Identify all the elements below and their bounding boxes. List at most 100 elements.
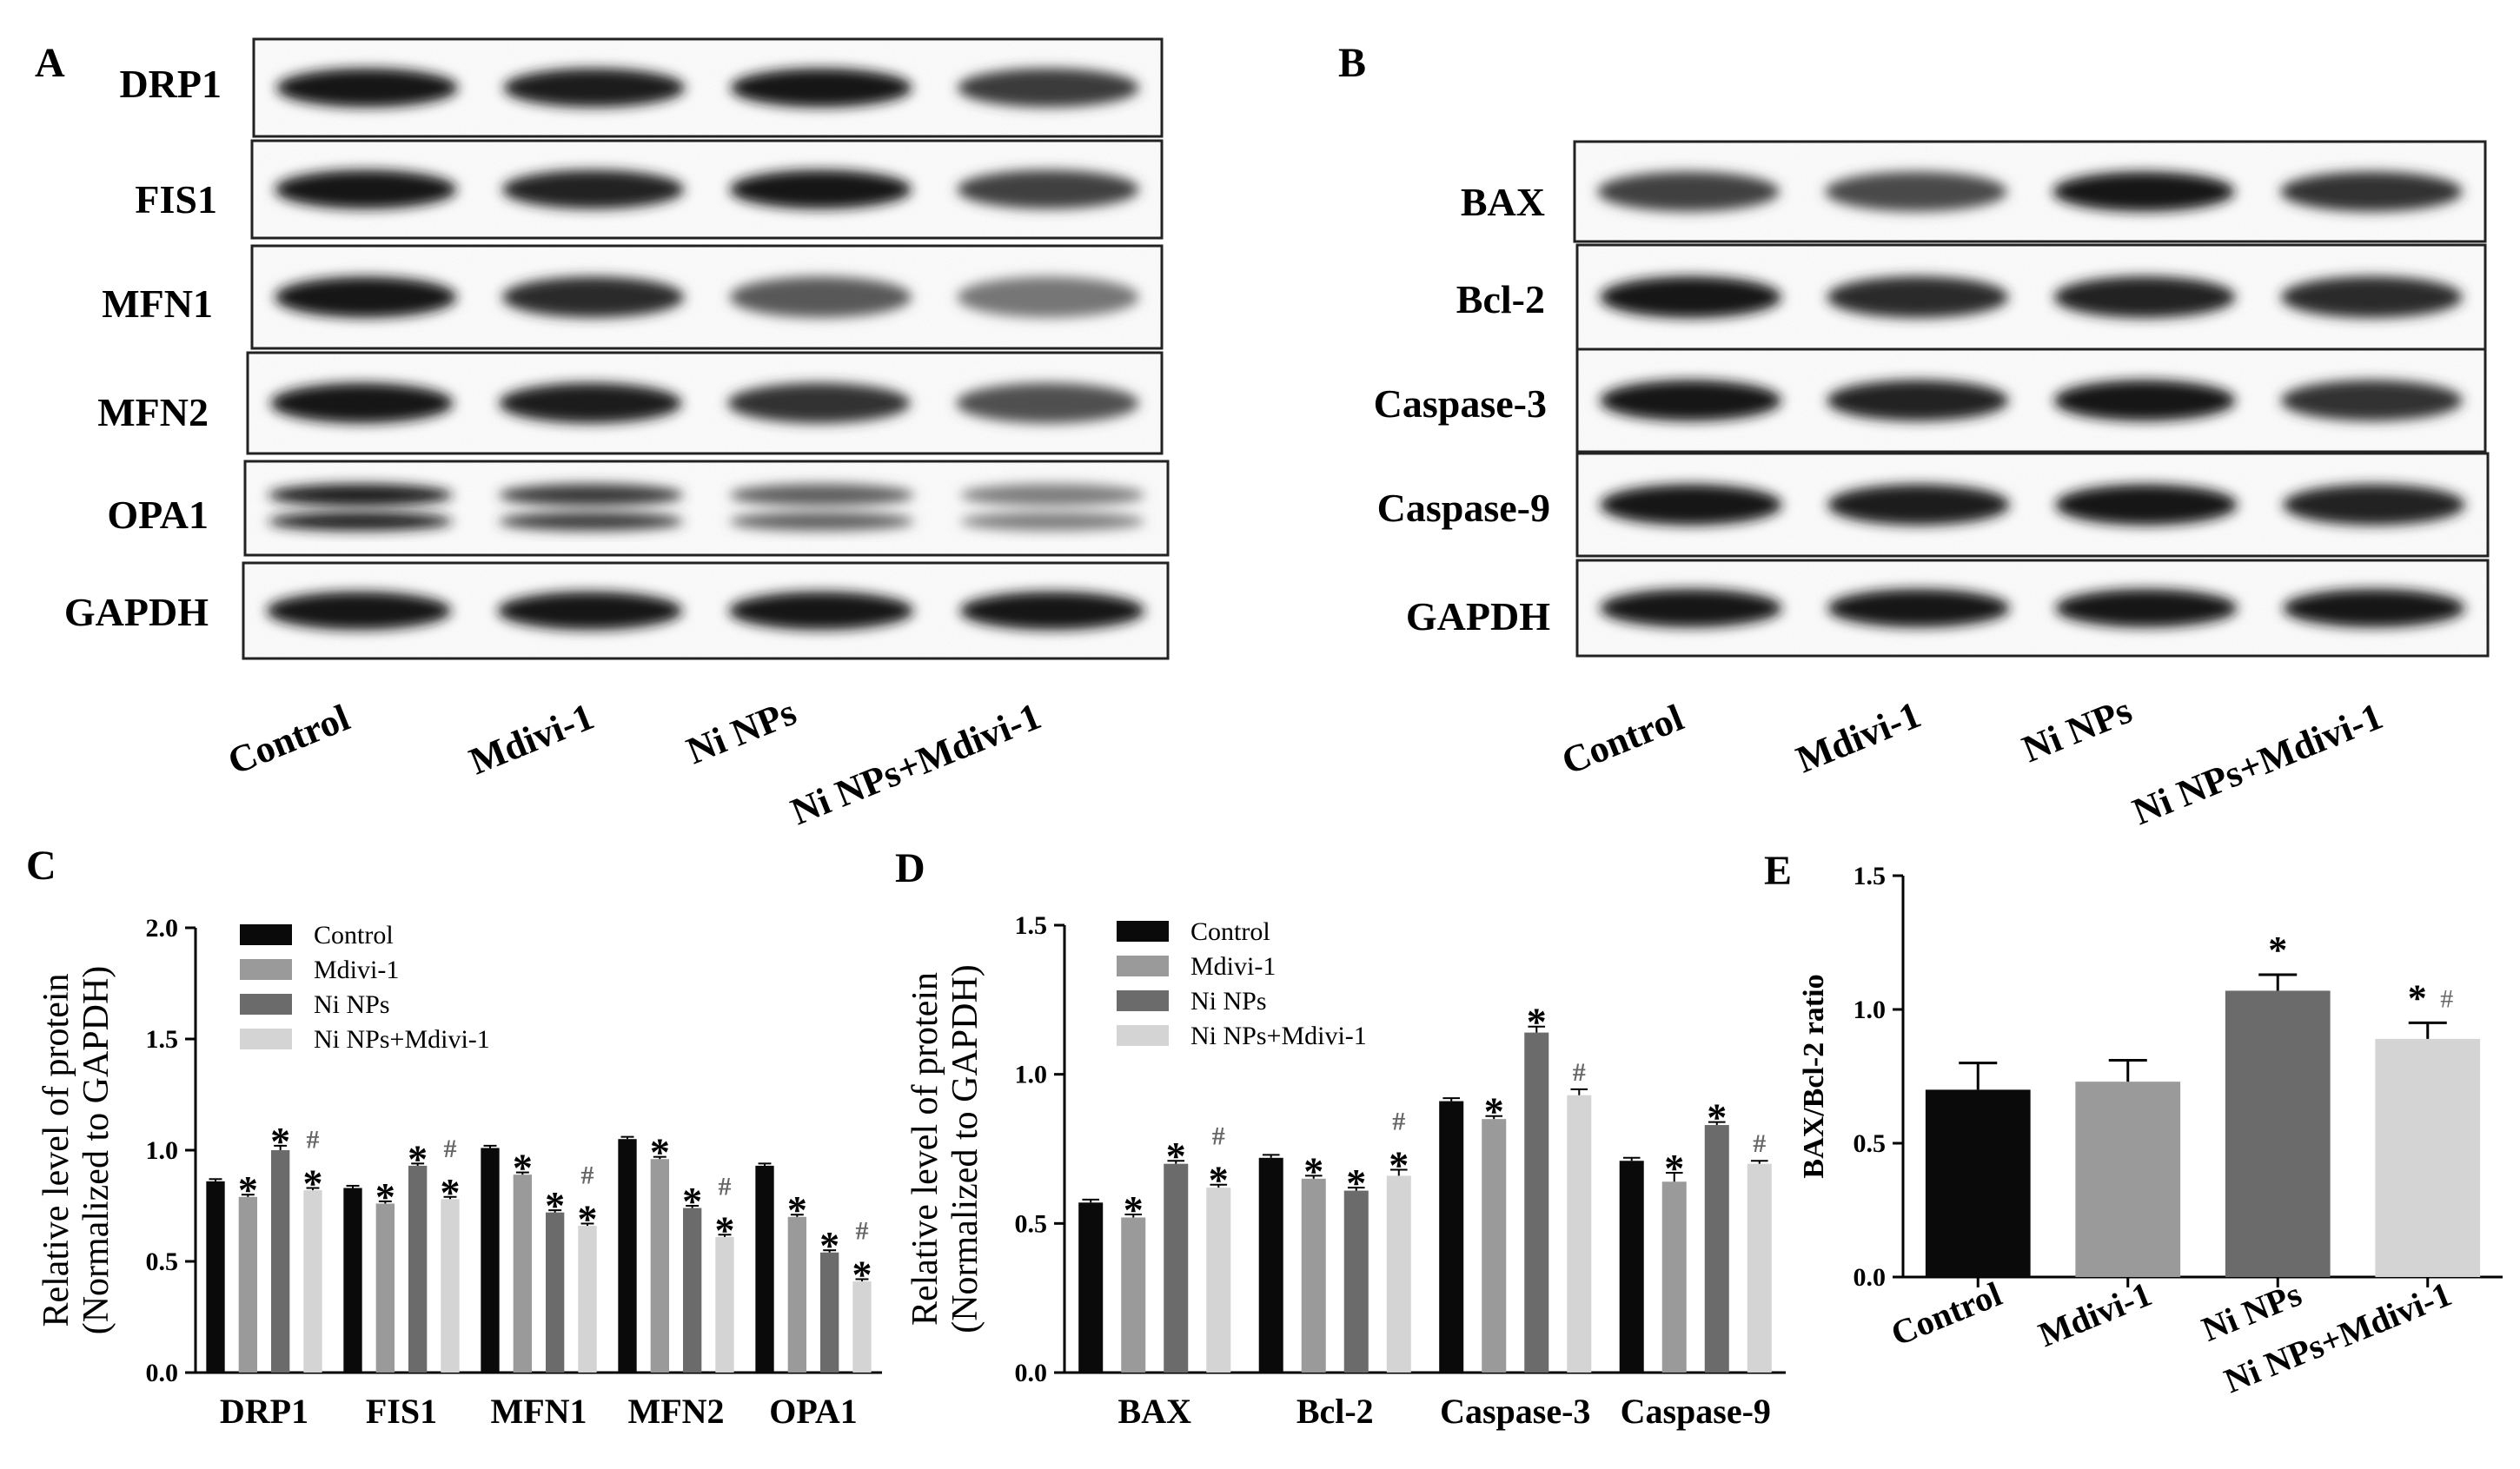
blot-band <box>2280 276 2463 318</box>
bar <box>755 1165 774 1373</box>
blot-band <box>729 483 914 506</box>
y-tick-label: 1.0 <box>146 1136 179 1165</box>
blot-label-fis1: FIS1 <box>135 177 217 222</box>
lane-label-control-b: Control <box>1555 696 1689 783</box>
significance-star: * <box>1484 1089 1504 1134</box>
y-tick-label: 0.0 <box>1015 1359 1048 1387</box>
x-category-label: OPA1 <box>769 1392 857 1431</box>
blot-band <box>2055 589 2238 627</box>
bar <box>1567 1095 1592 1373</box>
bar <box>343 1188 362 1373</box>
x-category-label: Caspase-3 <box>1440 1392 1590 1431</box>
bar <box>1301 1178 1326 1373</box>
bar <box>303 1190 322 1373</box>
bar <box>1164 1163 1189 1373</box>
x-category-label: Mdivi-1 <box>2033 1274 2158 1355</box>
x-category-label: MFN2 <box>627 1392 724 1431</box>
bar <box>1343 1190 1369 1373</box>
blot-band <box>1827 276 2009 318</box>
x-category-label: Caspase-9 <box>1621 1392 1771 1431</box>
legend-label: Control <box>1190 917 1270 946</box>
blot-strip-drp1 <box>252 37 1164 138</box>
blot-band <box>1825 171 2007 212</box>
blot-band <box>2280 380 2463 421</box>
significance-star: * <box>577 1196 597 1241</box>
y-tick-label: 1.5 <box>1015 911 1048 940</box>
blot-strip-bax <box>1573 140 2487 243</box>
bar <box>2375 1038 2481 1277</box>
blot-band <box>1600 380 1782 421</box>
y-axis-title: Relative level of protein <box>36 973 76 1327</box>
significance-star: * <box>375 1175 395 1219</box>
bar <box>270 1150 290 1373</box>
significance-hash: # <box>855 1216 868 1245</box>
bar <box>238 1196 258 1373</box>
significance-hash: # <box>580 1161 594 1189</box>
bar <box>715 1236 734 1373</box>
x-category-label: Bcl-2 <box>1296 1392 1374 1431</box>
blot-label-bax: BAX <box>1461 180 1545 224</box>
blot-band <box>957 276 1139 318</box>
blot-band <box>2283 589 2465 627</box>
blot-band <box>270 382 454 424</box>
y-tick-label: 1.0 <box>1854 996 1887 1024</box>
significance-star: * <box>1124 1188 1144 1232</box>
blot-label-bcl2: Bcl-2 <box>1456 277 1545 321</box>
blot-band <box>501 169 685 209</box>
significance-hash: # <box>2440 984 2453 1013</box>
bar <box>1524 1032 1549 1373</box>
legend-label: Control <box>314 921 394 950</box>
blot-band <box>499 512 684 531</box>
blot-label-caspase9: Caspase-9 <box>1377 486 1550 530</box>
significance-star: * <box>1303 1148 1323 1193</box>
blot-band <box>275 169 457 209</box>
legend-swatch <box>240 959 292 980</box>
y-axis-title-sub: (Normalized to GAPDH) <box>945 964 985 1333</box>
panel-letter-e: E <box>1764 848 1792 894</box>
blot-band <box>266 592 452 630</box>
legend-label: Ni NPs+Mdivi-1 <box>314 1025 490 1054</box>
lane-label-mdivi1-a: Mdivi-1 <box>463 695 600 783</box>
bar <box>545 1212 565 1373</box>
y-tick-label: 1.0 <box>1015 1061 1048 1089</box>
blot-label-mfn2: MFN2 <box>97 390 209 434</box>
blot-band <box>729 276 912 318</box>
significance-star: * <box>270 1119 290 1163</box>
blot-band <box>960 483 1145 506</box>
bar <box>618 1139 637 1373</box>
bar <box>819 1252 839 1373</box>
bar-chart-panel-d: 0.0 0.5 1.0 1.5 * * * # BAX * * * # Bcl-2 * * # Caspase-3… <box>905 911 1786 1431</box>
legend-swatch <box>1117 921 1169 942</box>
blot-label-opa1: OPA1 <box>107 493 209 537</box>
x-category-label: FIS1 <box>366 1392 437 1431</box>
blot-band <box>1597 171 1780 212</box>
blot-label-caspase3: Caspase-3 <box>1374 381 1547 426</box>
lane-label-control-a: Control <box>222 696 355 783</box>
blot-band <box>730 68 912 108</box>
y-tick-label: 0.5 <box>1854 1129 1887 1158</box>
bar <box>650 1159 670 1373</box>
bar <box>1704 1125 1729 1373</box>
blot-band <box>497 592 683 630</box>
y-tick-label: 1.5 <box>1854 862 1887 890</box>
significance-star: * <box>819 1223 839 1267</box>
blot-band <box>268 512 453 531</box>
bar <box>1619 1161 1644 1373</box>
blot-band <box>960 512 1145 531</box>
blot-strip-bcl2 <box>1575 243 2487 351</box>
significance-star: * <box>714 1208 734 1252</box>
blot-strip-mfn2 <box>246 351 1164 455</box>
bar <box>787 1216 807 1373</box>
blot-strip-fis1 <box>250 139 1164 240</box>
blot-band <box>1827 589 2010 627</box>
bar <box>1661 1181 1687 1373</box>
y-axis-title: Relative level of protein <box>905 972 945 1326</box>
legend-swatch <box>240 924 292 945</box>
significance-star: * <box>1166 1134 1186 1178</box>
blot-strip-caspase9 <box>1575 452 2490 558</box>
significance-star: * <box>238 1168 258 1212</box>
blot-band <box>1600 484 1782 526</box>
significance-star: * <box>513 1146 533 1190</box>
blot-strip-mfn1 <box>250 244 1164 350</box>
